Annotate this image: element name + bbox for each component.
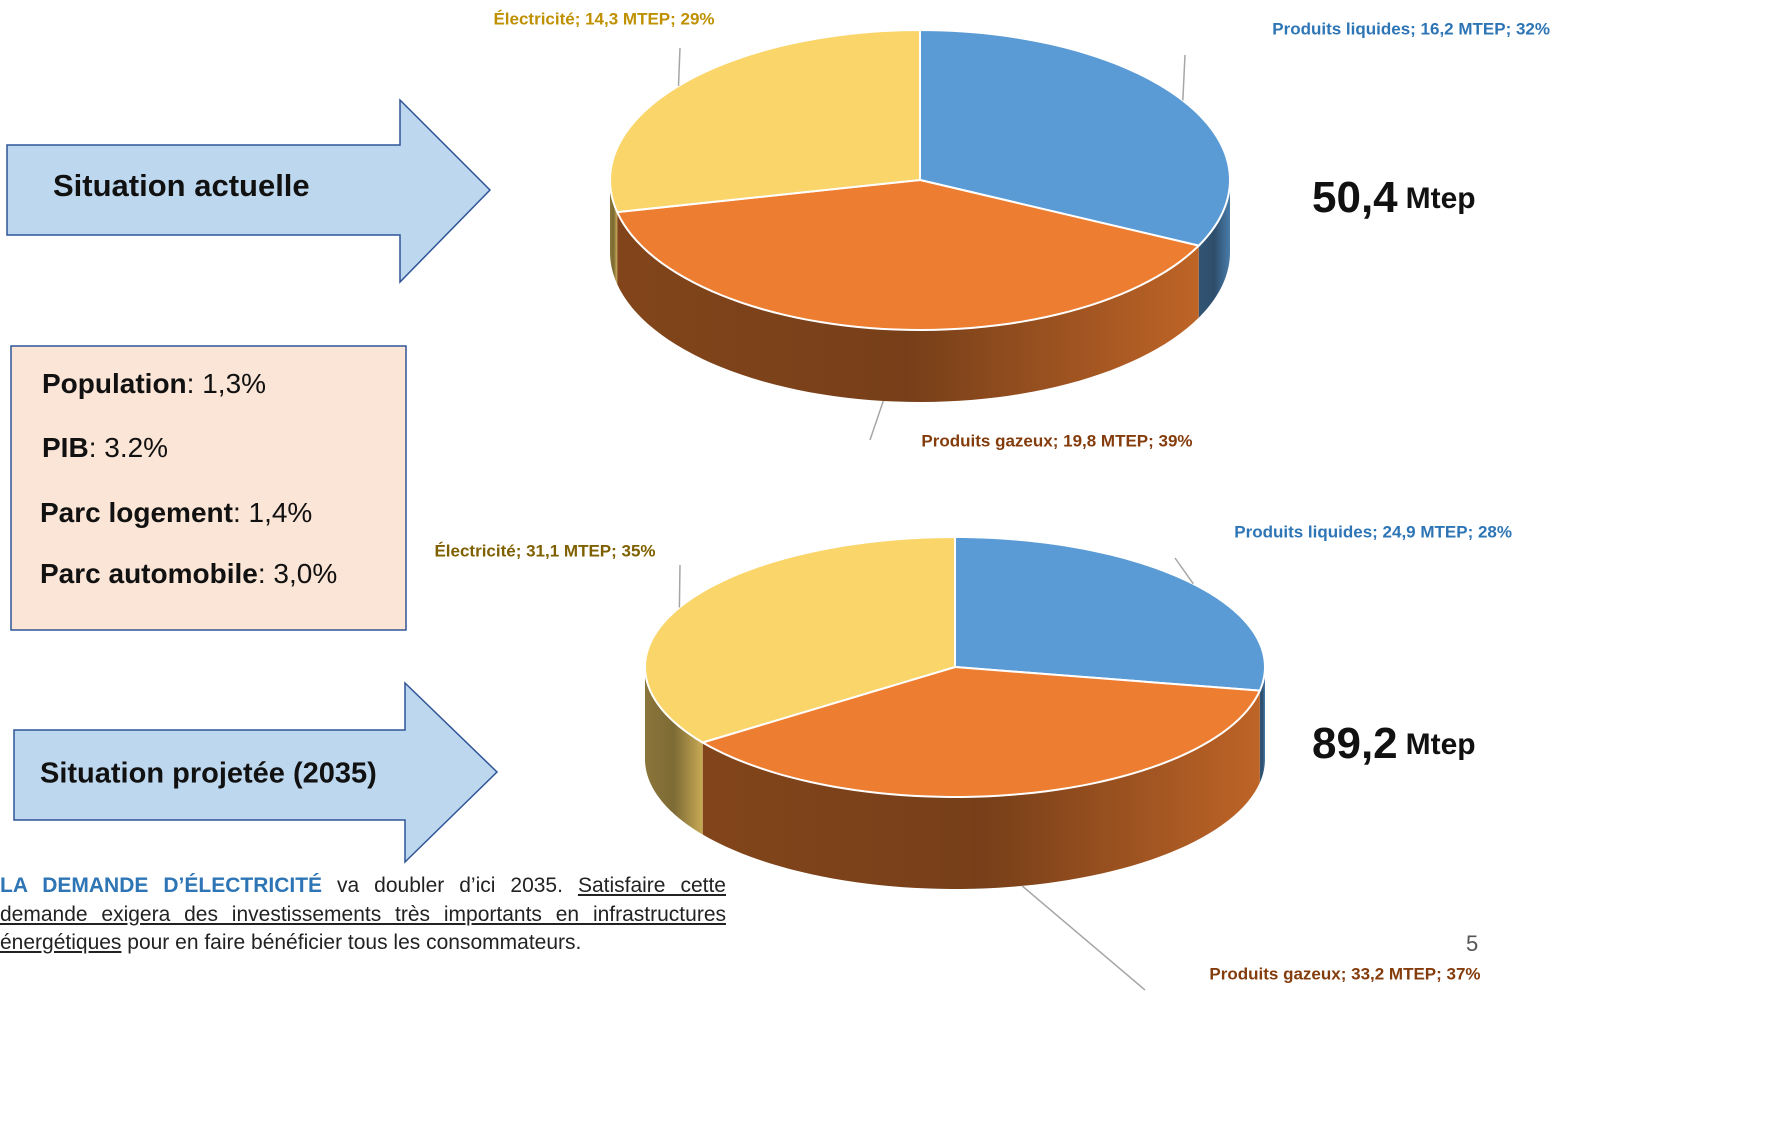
growth-box (10, 345, 407, 631)
page-number: 5 (1466, 931, 1478, 956)
growth-value: : 1,3% (187, 368, 266, 399)
growth-value: : 1,4% (233, 497, 312, 528)
leader-line (678, 564, 681, 608)
data-label: Produits gazeux; 33,2 MTEP; 37% (1209, 964, 1480, 983)
leader-line (677, 47, 681, 86)
pie-side (1259, 667, 1265, 783)
total-value: 50,4 (1312, 173, 1398, 222)
growth-label: PIB (42, 432, 89, 463)
note-text: va doubler d’ici 2035. (322, 874, 578, 897)
growth-label: Population (42, 368, 187, 399)
growth-item: Population: 1,3% (42, 368, 266, 399)
pie-slice (609, 28, 921, 214)
leader-line (1021, 885, 1146, 991)
arrow (6, 98, 492, 284)
data-label: Électricité; 31,1 MTEP; 35% (434, 541, 655, 560)
total: 50,4 Mtep (1312, 173, 1476, 222)
leader-line (869, 400, 885, 441)
data-label: Produits gazeux; 19,8 MTEP; 39% (921, 431, 1192, 450)
growth-label: Parc logement (40, 497, 233, 528)
pie-slice (954, 535, 1266, 692)
data-label: Électricité; 14,3 MTEP; 29% (493, 9, 714, 28)
data-label: Produits liquides; 16,2 MTEP; 32% (1272, 19, 1550, 38)
growth-value: : 3.2% (89, 432, 168, 463)
total-unit: Mtep (1406, 182, 1476, 215)
leader-line (1182, 54, 1186, 101)
arrow-label: Situation projetée (2035) (40, 758, 377, 790)
pie-slice (700, 665, 1262, 798)
growth-item: Parc automobile: 3,0% (40, 558, 337, 589)
note-lead: LA DEMANDE D’ÉLECTRICITÉ (0, 874, 323, 897)
leader-line (1174, 557, 1194, 585)
total: 89,2 Mtep (1312, 719, 1476, 768)
pie-side (617, 212, 1199, 402)
growth-item: PIB: 3.2% (42, 432, 168, 463)
arrow (13, 681, 499, 864)
data-label: Produits liquides; 24,9 MTEP; 28% (1234, 522, 1512, 541)
total-value: 89,2 (1312, 719, 1398, 768)
total-unit: Mtep (1406, 728, 1476, 761)
note-underlined: Satisfaire cette demande exigera des inv… (0, 874, 726, 954)
pie-side (610, 180, 618, 285)
pie-side (702, 690, 1260, 889)
growth-label: Parc automobile (40, 558, 258, 589)
arrow-label: Situation actuelle (53, 168, 310, 203)
note-end: pour en faire bénéficier tous les consom… (121, 931, 582, 954)
growth-item: Parc logement: 1,4% (40, 497, 312, 528)
growth-value: : 3,0% (258, 558, 337, 589)
pie-slice (615, 178, 1201, 331)
pie-side (645, 667, 703, 835)
note: LA DEMANDE D’ÉLECTRICITÉ va doubler d’ic… (0, 872, 726, 958)
